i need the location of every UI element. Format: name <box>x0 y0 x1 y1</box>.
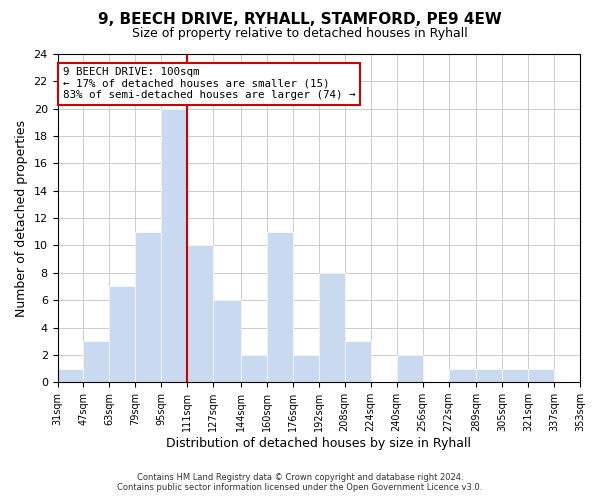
Bar <box>136 232 161 382</box>
Bar <box>58 368 83 382</box>
Bar <box>476 368 502 382</box>
Bar <box>345 341 371 382</box>
Text: 9 BEECH DRIVE: 100sqm
← 17% of detached houses are smaller (15)
83% of semi-deta: 9 BEECH DRIVE: 100sqm ← 17% of detached … <box>63 67 355 100</box>
Bar <box>109 286 136 382</box>
Bar <box>267 232 293 382</box>
Bar <box>83 341 109 382</box>
Bar <box>319 273 345 382</box>
Bar <box>397 355 422 382</box>
Text: 9, BEECH DRIVE, RYHALL, STAMFORD, PE9 4EW: 9, BEECH DRIVE, RYHALL, STAMFORD, PE9 4E… <box>98 12 502 28</box>
Bar <box>161 108 187 382</box>
Bar <box>241 355 267 382</box>
Y-axis label: Number of detached properties: Number of detached properties <box>15 120 28 316</box>
Text: Contains HM Land Registry data © Crown copyright and database right 2024.
Contai: Contains HM Land Registry data © Crown c… <box>118 473 482 492</box>
Bar <box>528 368 554 382</box>
Bar <box>449 368 476 382</box>
Bar <box>187 246 213 382</box>
Bar <box>293 355 319 382</box>
Bar <box>502 368 528 382</box>
Text: Size of property relative to detached houses in Ryhall: Size of property relative to detached ho… <box>132 28 468 40</box>
Bar <box>213 300 241 382</box>
X-axis label: Distribution of detached houses by size in Ryhall: Distribution of detached houses by size … <box>166 437 471 450</box>
